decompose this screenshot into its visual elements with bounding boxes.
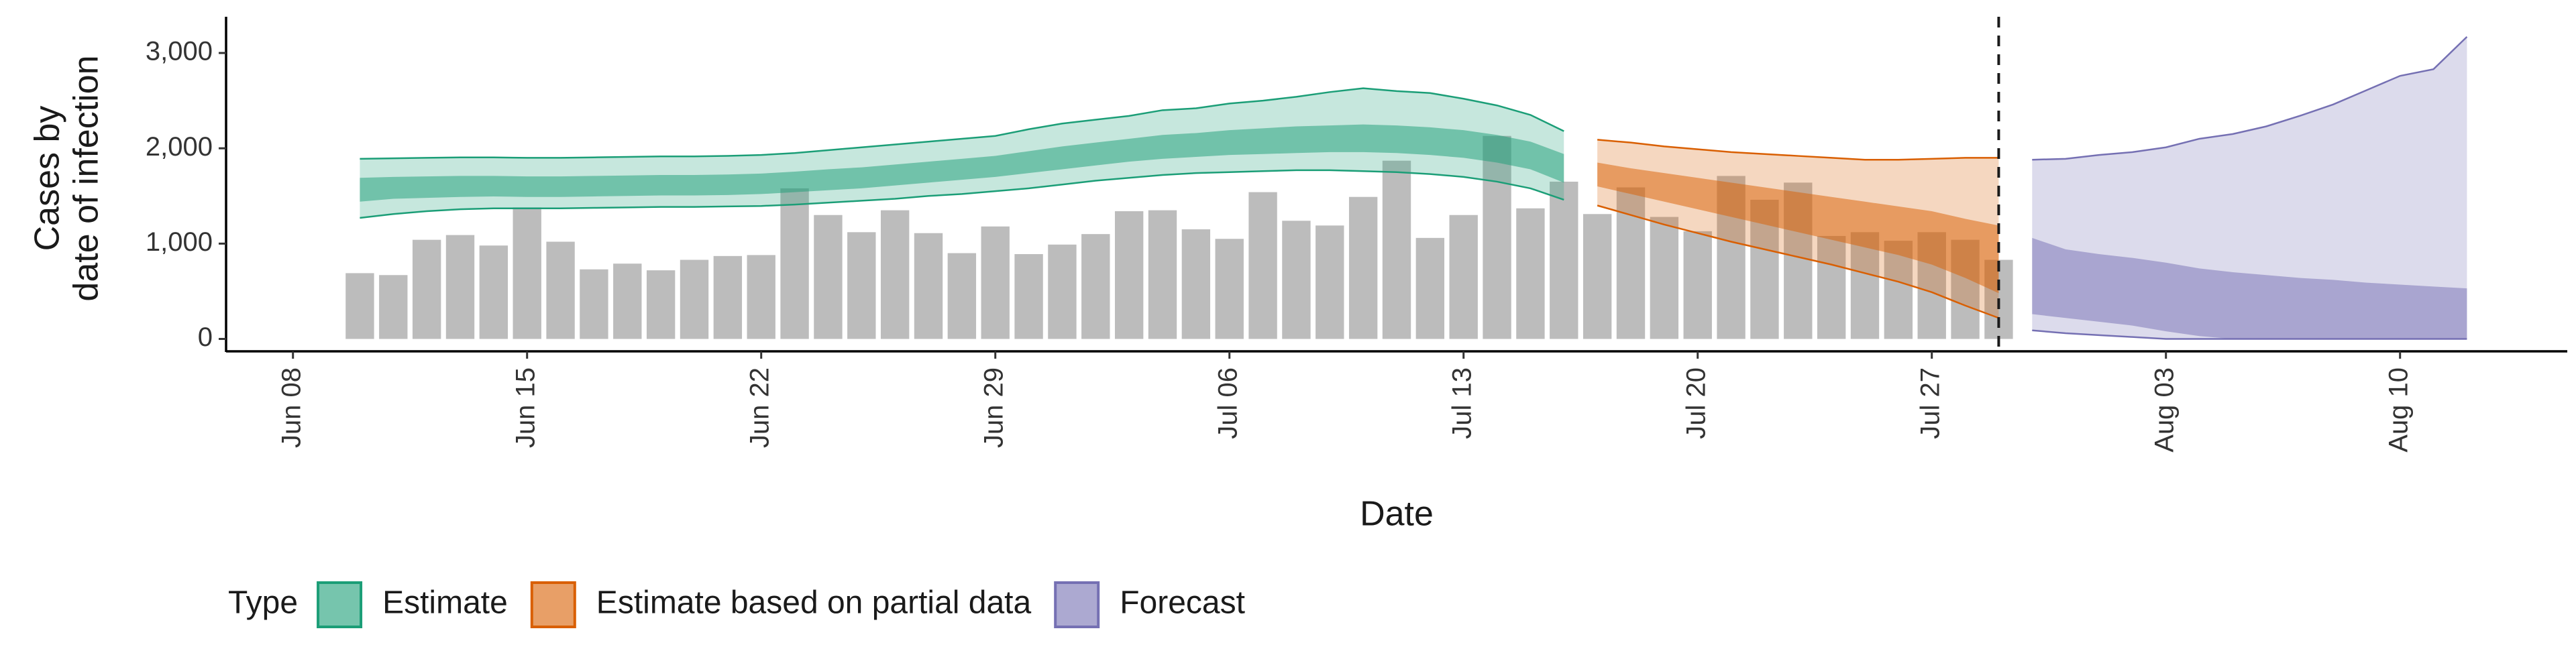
ribbon-50 [1597, 162, 1999, 294]
bar [914, 233, 943, 339]
bar [412, 239, 441, 339]
bar [1316, 225, 1344, 339]
bar [814, 215, 843, 339]
x-tick-label: Jul 13 [1447, 367, 1477, 439]
y-axis-title-line: Cases by [28, 106, 67, 251]
band-edge [1597, 204, 1999, 319]
x-axis-title: Date [1360, 495, 1434, 534]
bar [1449, 215, 1478, 339]
bar [947, 253, 977, 339]
band-edge [1597, 139, 1999, 161]
legend-label: Forecast [1120, 585, 1245, 621]
bar [1415, 237, 1445, 339]
bar [1483, 135, 1511, 339]
bar [379, 275, 408, 339]
y-tick-label: 2,000 [146, 132, 213, 162]
band-edge [2032, 329, 2467, 340]
bar [1582, 214, 1612, 339]
legend-key [530, 581, 576, 628]
bar [1248, 192, 1277, 339]
x-tick-label: Jul 20 [1681, 367, 1711, 439]
y-axis-title-line: date of infection [67, 55, 106, 301]
x-tick-label: Jul 06 [1213, 367, 1242, 439]
bar [1650, 217, 1679, 339]
bar [513, 207, 541, 339]
bar [646, 270, 676, 339]
bar [1850, 232, 1880, 339]
legend-label: Estimate based on partial data [596, 585, 1032, 621]
legend-key [317, 581, 363, 628]
x-tick-label: Aug 03 [2149, 367, 2179, 453]
bar [1215, 239, 1244, 339]
legend-title: Type [228, 585, 298, 621]
bar [1148, 210, 1177, 339]
x-tick-label: Jun 22 [745, 367, 774, 448]
bar [613, 263, 642, 339]
bar [1181, 229, 1211, 339]
bar [546, 241, 575, 339]
bar [680, 259, 709, 339]
x-tick-label: Jun 29 [979, 367, 1008, 448]
y-tick-label: 0 [198, 322, 213, 352]
bar [747, 255, 775, 339]
bar [780, 188, 809, 339]
band-edge [2032, 36, 2468, 161]
band-edge [360, 87, 1564, 160]
band-edge [360, 169, 1564, 219]
bar [1348, 196, 1378, 339]
x-tick-label: Jul 27 [1915, 367, 1945, 439]
bar [1114, 211, 1144, 339]
bar [345, 273, 374, 339]
bar [580, 269, 608, 339]
y-axis-title: Cases by date of infection [28, 55, 106, 301]
bar [1081, 234, 1110, 339]
bar [880, 210, 910, 339]
bar [1817, 235, 1846, 339]
ribbon-50 [2032, 237, 2467, 339]
bar [1683, 231, 1712, 339]
legend-key [1054, 581, 1100, 628]
x-tick-label: Aug 10 [2383, 367, 2413, 453]
bar [1282, 221, 1311, 339]
bar [713, 255, 743, 339]
x-tick-label: Jun 08 [276, 367, 306, 448]
bar [479, 245, 508, 339]
x-tick-label: Jun 15 [511, 367, 540, 448]
bar [1550, 181, 1578, 339]
bar [1516, 208, 1545, 339]
bar [1382, 160, 1411, 339]
bar [981, 226, 1010, 339]
ribbon-50 [360, 124, 1564, 202]
bar [1048, 244, 1077, 339]
legend-label: Estimate [382, 585, 508, 621]
bar [445, 235, 475, 339]
bar [847, 232, 876, 339]
y-tick-label: 3,000 [146, 37, 213, 66]
y-tick-label: 1,000 [146, 227, 213, 257]
bar [1014, 253, 1043, 339]
